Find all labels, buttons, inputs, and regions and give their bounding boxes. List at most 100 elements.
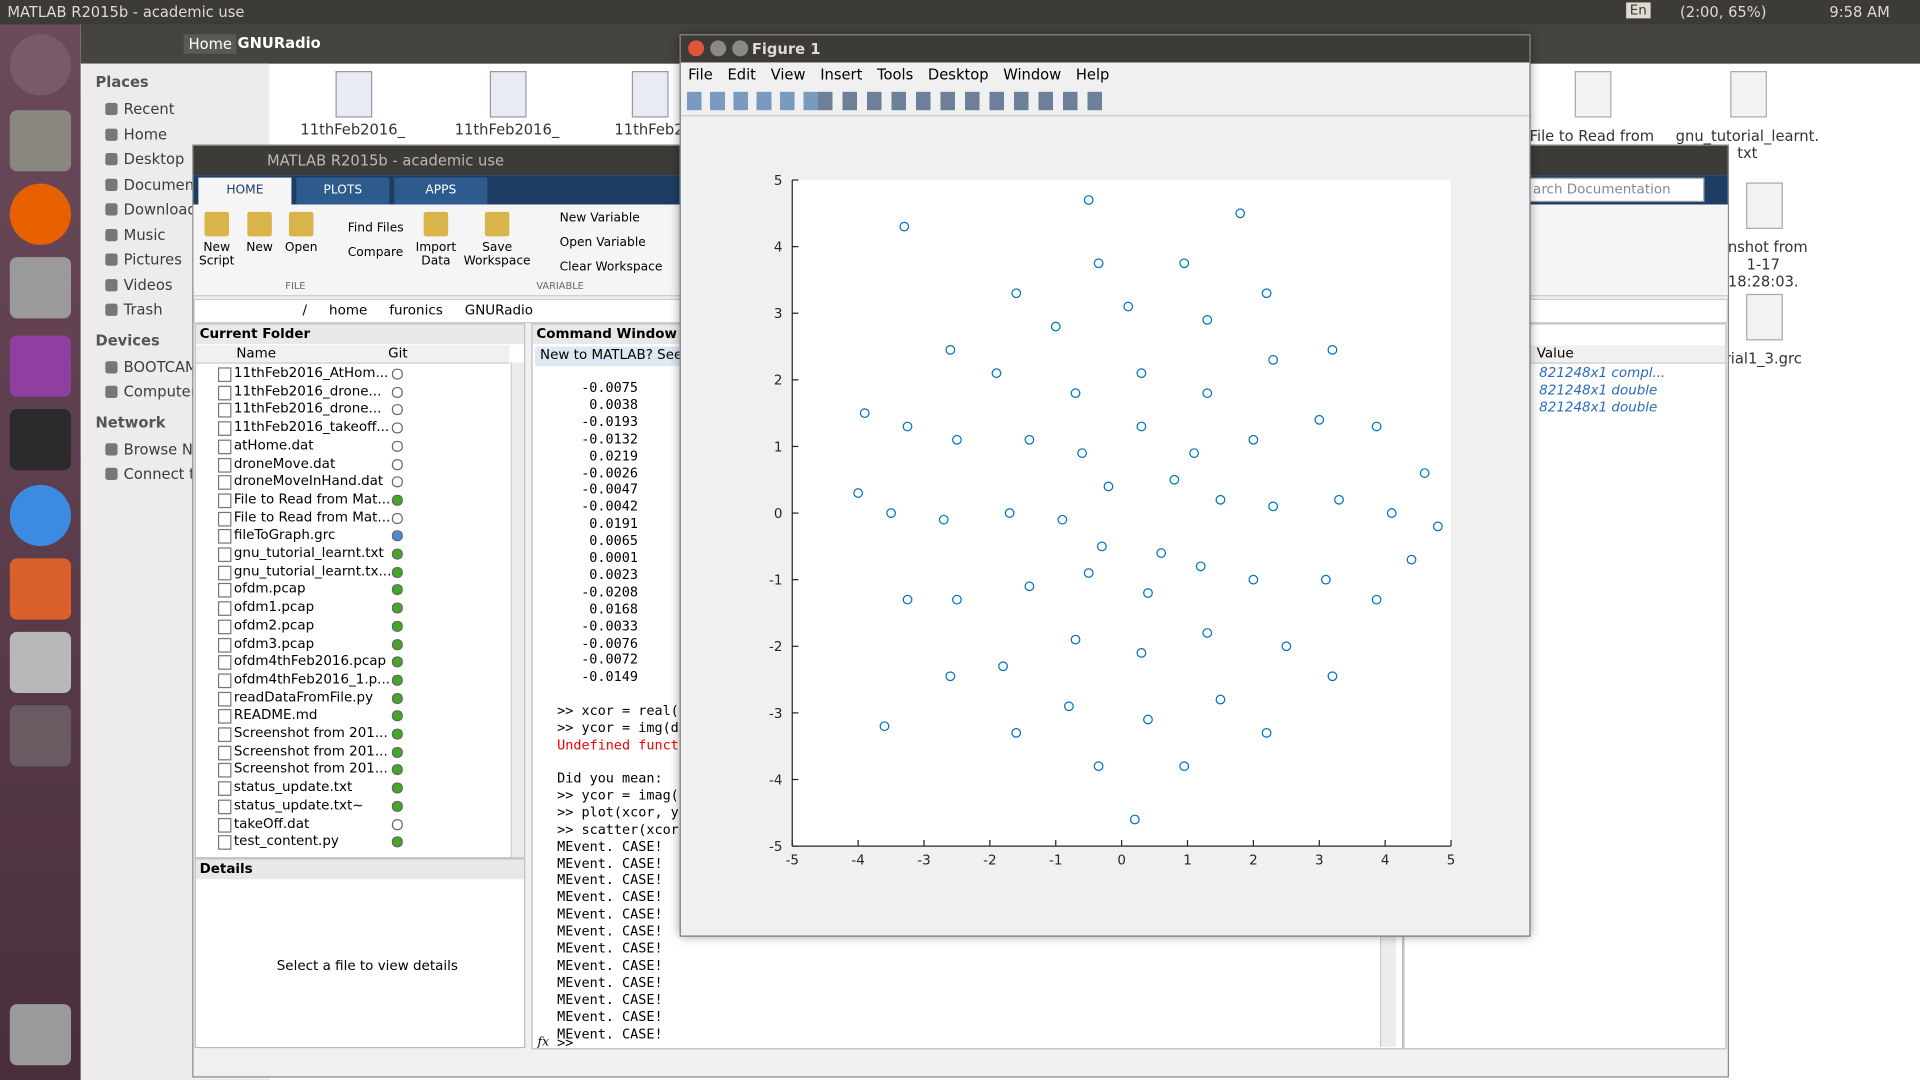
dash-button[interactable]: [9, 34, 72, 96]
sidebar-item[interactable]: Browse Ne: [123, 440, 202, 458]
close-button[interactable]: [688, 40, 705, 57]
toolstrip-button[interactable]: Import Data: [415, 241, 457, 269]
menu-item[interactable]: File: [688, 66, 713, 84]
breadcrumb[interactable]: GNURadio: [237, 34, 321, 52]
file-name[interactable]: droneMoveInHand.dat: [233, 472, 384, 489]
file-name[interactable]: fileToGraph.grc: [233, 526, 336, 543]
gnuradio-icon[interactable]: [9, 558, 72, 620]
file-label[interactable]: File to Read from: [1529, 127, 1655, 145]
toolstrip-small-button[interactable]: Clear Workspace: [559, 260, 663, 275]
breadcrumb[interactable]: Home: [183, 34, 237, 54]
column-header[interactable]: Value: [1536, 345, 1574, 362]
file-name[interactable]: 11thFeb2016_takeoff...: [233, 418, 390, 435]
tab[interactable]: APPS: [394, 177, 488, 205]
file-name[interactable]: ofdm2.pcap: [233, 616, 315, 633]
sidebar-item[interactable]: Trash: [123, 301, 163, 319]
toolbar-buttons[interactable]: [686, 91, 822, 111]
file-name[interactable]: ofdm3.pcap: [233, 634, 315, 651]
toolstrip-button[interactable]: Save Workspace: [463, 241, 531, 269]
file-name[interactable]: atHome.dat: [233, 436, 314, 453]
file-name[interactable]: 11thFeb2016_drone...: [233, 382, 382, 399]
toolstrip-small-button[interactable]: Open Variable: [559, 236, 646, 250]
doc-search[interactable]: arch Documentation: [1528, 177, 1705, 203]
file-icon[interactable]: [335, 71, 373, 118]
file-name[interactable]: status_update.txt~: [233, 796, 364, 813]
path-segment[interactable]: furonics: [389, 302, 443, 319]
battery[interactable]: (2:00, 65%): [1680, 3, 1767, 21]
file-name[interactable]: takeOff.dat: [233, 814, 310, 831]
file-icon[interactable]: [1730, 71, 1767, 118]
prompt-icon[interactable]: fx: [537, 1035, 549, 1050]
file-name[interactable]: gnu_tutorial_learnt.tx...: [233, 562, 392, 579]
chrome-icon[interactable]: [9, 484, 72, 547]
file-name[interactable]: Screenshot from 201...: [233, 724, 388, 741]
file-label[interactable]: rial1_3.grc: [1724, 350, 1802, 368]
file-name[interactable]: Screenshot from 201...: [233, 760, 388, 777]
file-name[interactable]: File to Read from Mat...: [233, 490, 391, 507]
minimize-button[interactable]: [710, 40, 727, 57]
help-icon[interactable]: [9, 631, 72, 694]
menu-item[interactable]: Window: [1003, 66, 1062, 84]
tab[interactable]: PLOTS: [296, 177, 390, 205]
sidebar-item[interactable]: Desktop: [123, 150, 185, 168]
file-name[interactable]: 11thFeb2016_drone...: [233, 400, 382, 417]
toolbar-buttons[interactable]: [817, 91, 1112, 111]
workspace-icon[interactable]: [9, 705, 72, 767]
terminal-icon[interactable]: [9, 408, 72, 471]
file-name[interactable]: 11thFeb2016_AtHom...: [233, 364, 389, 381]
sidebar-item[interactable]: Music: [123, 225, 166, 244]
file-icon[interactable]: [1746, 182, 1783, 229]
keyboard-indicator[interactable]: En: [1626, 2, 1651, 19]
variable-value[interactable]: 821248x1 double: [1539, 399, 1658, 416]
column-header[interactable]: Git: [388, 345, 408, 362]
toolstrip-small-button[interactable]: New Variable: [559, 211, 640, 226]
clock[interactable]: 9:58 AM: [1829, 3, 1890, 21]
menu-item[interactable]: Tools: [877, 66, 914, 84]
sidebar-item[interactable]: Document: [123, 175, 200, 193]
file-name[interactable]: droneMove.dat: [233, 454, 336, 471]
file-icon[interactable]: [631, 71, 669, 118]
path-segment[interactable]: home: [329, 302, 368, 319]
menu-item[interactable]: View: [770, 66, 806, 84]
file-name[interactable]: Screenshot from 201...: [233, 742, 388, 759]
toolstrip-button[interactable]: New Script: [198, 241, 235, 269]
sidebar-item[interactable]: BOOTCAM: [123, 358, 198, 376]
sidebar-item[interactable]: Download: [123, 200, 197, 218]
path-segment[interactable]: /: [302, 302, 308, 319]
file-name[interactable]: README.md: [233, 706, 318, 723]
file-name[interactable]: ofdm1.pcap: [233, 598, 315, 615]
sidebar-item[interactable]: Recent: [123, 100, 175, 118]
file-name[interactable]: ofdm4thFeb2016.pcap: [233, 652, 387, 669]
sidebar-item[interactable]: Pictures: [123, 251, 182, 269]
maximize-button[interactable]: [732, 40, 749, 57]
file-label[interactable]: 11thFeb2: [614, 121, 684, 139]
toolstrip-small-button[interactable]: Find Files: [347, 221, 404, 236]
menu-item[interactable]: Insert: [820, 66, 863, 84]
menu-item[interactable]: Help: [1075, 66, 1110, 84]
firefox-icon[interactable]: [9, 183, 72, 245]
tab[interactable]: HOME: [198, 177, 292, 205]
variable-value[interactable]: 821248x1 double: [1539, 382, 1658, 398]
file-name[interactable]: readDataFromFile.py: [233, 688, 374, 705]
file-name[interactable]: status_update.txt: [233, 778, 353, 795]
sidebar-item[interactable]: Videos: [123, 276, 173, 294]
file-icon[interactable]: [1746, 293, 1783, 341]
app-icon[interactable]: [9, 335, 72, 397]
files-icon[interactable]: [9, 110, 72, 172]
sidebar-item[interactable]: Home: [123, 125, 168, 143]
path-segment[interactable]: GNURadio: [464, 302, 534, 319]
column-header[interactable]: Name: [236, 345, 277, 362]
variable-value[interactable]: 821248x1 compl...: [1539, 364, 1666, 381]
menu-item[interactable]: Edit: [727, 66, 756, 84]
file-label[interactable]: gnu_tutorial_learnt. txt: [1675, 127, 1820, 162]
file-name[interactable]: gnu_tutorial_learnt.txt: [233, 544, 384, 561]
toolstrip-button[interactable]: Open: [284, 241, 318, 255]
menu-item[interactable]: Desktop: [927, 66, 989, 84]
file-icon[interactable]: [489, 71, 527, 118]
file-label[interactable]: 11thFeb2016_: [454, 121, 560, 139]
sidebar-item[interactable]: Connect to: [123, 465, 204, 483]
file-name[interactable]: ofdm.pcap: [233, 580, 306, 597]
settings-icon[interactable]: [9, 257, 72, 319]
file-name[interactable]: File to Read from Mat...: [233, 508, 391, 525]
toolstrip-button[interactable]: New: [246, 241, 273, 255]
